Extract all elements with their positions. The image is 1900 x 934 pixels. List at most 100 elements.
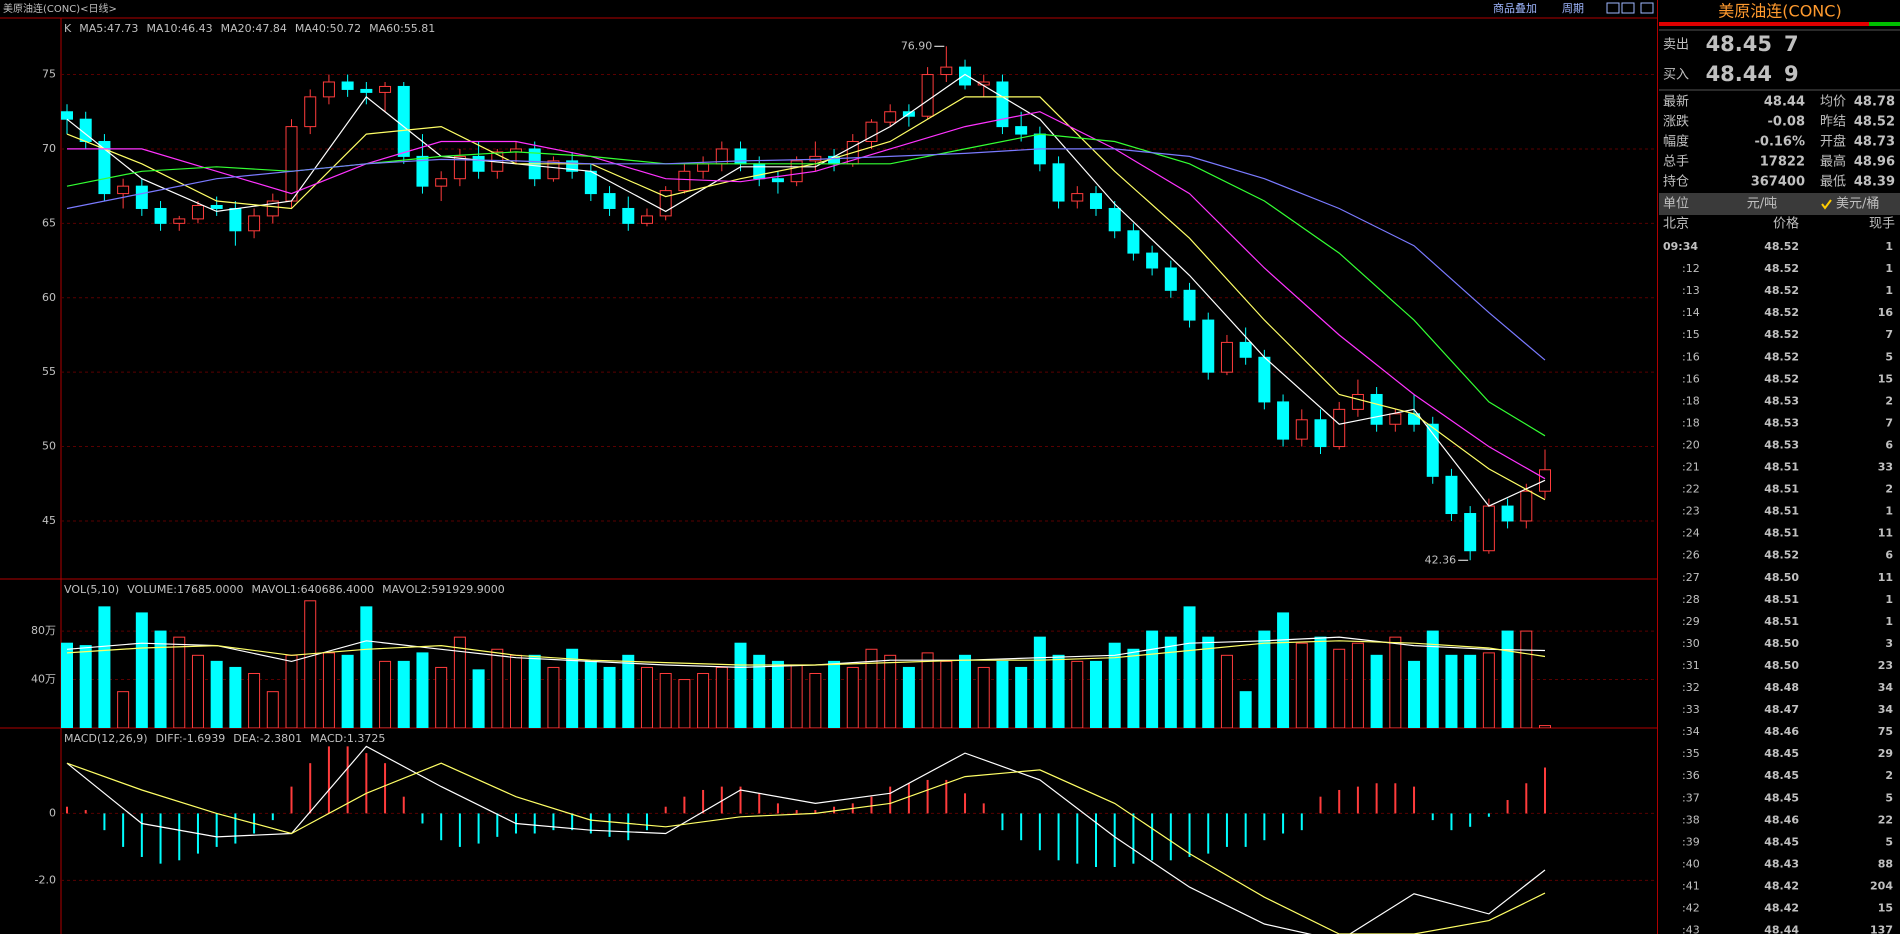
extreme-label: 42.36: [1425, 553, 1457, 566]
volume-bar: [977, 666, 990, 728]
trade-time: :13: [1682, 284, 1700, 297]
quote-volume: 9: [1784, 62, 1799, 86]
trade-volume: 7: [1885, 416, 1893, 429]
unit-check[interactable]: [1821, 199, 1832, 210]
candle-body: [229, 207, 242, 232]
trade-price: 48.51: [1764, 615, 1799, 628]
volume-bar: [1052, 654, 1065, 728]
unit-option[interactable]: 美元/桶: [1836, 197, 1879, 212]
trade-time: :21: [1682, 461, 1700, 474]
trades-header: 现手: [1869, 217, 1895, 232]
period-button[interactable]: 周期: [1562, 2, 1584, 15]
trade-time: :28: [1682, 593, 1700, 606]
trade-volume: 11: [1878, 527, 1893, 540]
trade-price: 48.52: [1764, 549, 1799, 562]
stat-value: 48.44: [1764, 95, 1805, 110]
y-tick-label: 55: [42, 365, 56, 378]
candle-body: [771, 178, 784, 183]
legend-entry: MAVOL2:591929.9000: [382, 583, 505, 596]
y-tick-label: 0: [49, 806, 56, 819]
quote-volume: 7: [1784, 32, 1799, 56]
stat-label: 最新: [1663, 94, 1689, 110]
trade-volume: 34: [1878, 703, 1894, 716]
volume-bar: [79, 645, 92, 728]
volume-bar: [1389, 636, 1402, 728]
volume-bar: [453, 636, 466, 728]
legend-entry: MA40:50.72: [295, 22, 361, 35]
volume-bar: [1408, 660, 1421, 728]
candle-body: [921, 74, 934, 117]
volume-bar: [528, 654, 541, 728]
quote-label: 卖出: [1663, 38, 1689, 53]
candle-body: [809, 155, 822, 162]
trade-time: :32: [1682, 681, 1700, 694]
stat-value: 48.96: [1854, 155, 1895, 170]
candle-body: [790, 160, 803, 183]
stat-value: 17822: [1760, 155, 1805, 170]
trade-price: 48.52: [1764, 240, 1799, 253]
volume-bar: [1220, 654, 1233, 728]
volume-bar: [304, 600, 317, 728]
trade-time: :16: [1682, 372, 1700, 385]
volume-bar: [360, 606, 373, 728]
candle-body: [753, 163, 766, 180]
candle-body: [622, 207, 635, 224]
candle-body: [360, 88, 373, 93]
candle-body: [1277, 401, 1290, 440]
trade-time: :15: [1682, 328, 1700, 341]
trade-volume: 15: [1878, 372, 1893, 385]
trade-volume: 1: [1885, 593, 1893, 606]
trade-volume: 11: [1878, 571, 1893, 584]
volume-bar: [322, 652, 335, 728]
trade-price: 48.50: [1764, 637, 1799, 650]
trade-volume: 2: [1885, 769, 1893, 782]
candle-body: [1258, 356, 1271, 403]
volume-bar: [1015, 666, 1028, 728]
volume-bar: [1426, 630, 1439, 728]
trade-price: 48.51: [1764, 461, 1799, 474]
volume-bar: [1108, 642, 1121, 728]
trade-price: 48.52: [1764, 328, 1799, 341]
trade-volume: 1: [1885, 505, 1893, 518]
trade-price: 48.52: [1764, 284, 1799, 297]
volume-bar: [416, 652, 429, 728]
quote-bar: [1659, 22, 1869, 26]
candle-body: [1482, 505, 1495, 552]
y-tick-label: 45: [42, 514, 56, 527]
indicator-line: [67, 111, 1546, 480]
candle-body: [959, 66, 972, 86]
candle-body: [1146, 252, 1159, 269]
volume-bar: [1464, 654, 1477, 728]
trade-price: 48.52: [1764, 262, 1799, 275]
volume-bar: [846, 666, 859, 728]
window-buttons[interactable]: [1606, 2, 1654, 14]
trade-time: :30: [1682, 637, 1700, 650]
volume-bar: [640, 666, 653, 728]
volume-bar: [191, 654, 204, 728]
volume-bar: [1445, 654, 1458, 728]
candle-body: [304, 96, 317, 128]
overlay-button[interactable]: 商品叠加: [1493, 1, 1537, 15]
volume-bar: [1239, 691, 1252, 728]
stat-value: -0.08: [1768, 115, 1805, 130]
candle-body: [1295, 419, 1308, 440]
candle-body: [1314, 419, 1327, 448]
quote-label: 买入: [1663, 68, 1689, 83]
indicator-line: [66, 73, 1546, 507]
trade-volume: 6: [1885, 438, 1893, 451]
trade-price: 48.47: [1764, 703, 1799, 716]
volume-bar: [566, 648, 579, 728]
trade-volume: 88: [1878, 857, 1893, 870]
unit-option[interactable]: 元/吨: [1747, 197, 1777, 212]
volume-bar: [1314, 636, 1327, 728]
candle-body: [1220, 341, 1233, 373]
volume-bar: [884, 654, 897, 728]
plot-area: [61, 745, 1656, 934]
candle-body: [884, 111, 897, 123]
trade-volume: 34: [1878, 681, 1894, 694]
trade-time: :31: [1682, 659, 1700, 672]
trade-time: :42: [1682, 902, 1700, 915]
volume-bar: [1071, 660, 1084, 728]
trade-price: 48.51: [1764, 483, 1799, 496]
candle-body: [865, 121, 878, 143]
